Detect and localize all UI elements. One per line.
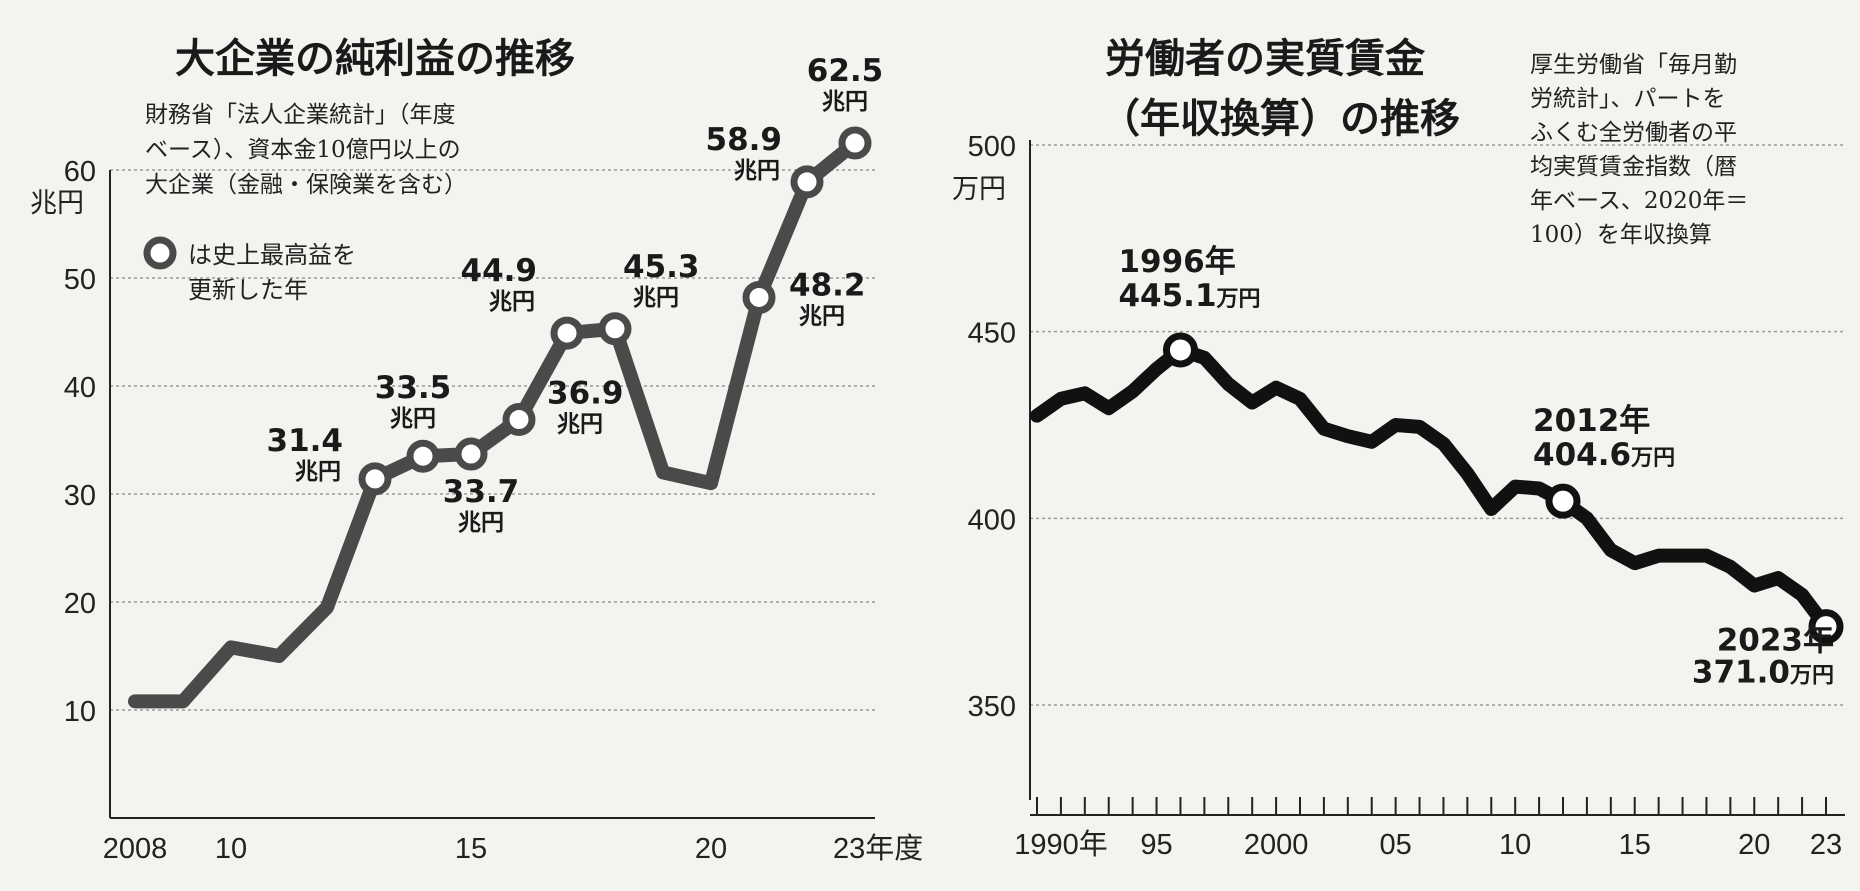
right-source-line-5: 年ベース、2020年＝ (1530, 188, 1748, 214)
left-y-tick-label: 60 (64, 156, 96, 188)
left-data-label-value: 33.5 (375, 370, 452, 406)
left-y-ticks: 10 20 30 40 50 60 (64, 156, 96, 728)
right-x-tick-label: 10 (1499, 829, 1531, 861)
left-y-tick-label: 40 (64, 372, 96, 404)
right-source-line-1: 厚生労働省「毎月勤 (1530, 52, 1737, 78)
left-y-unit-label: 兆円 (30, 188, 84, 218)
left-source-line-1: 財務省「法人企業統計」（年度 (145, 102, 456, 128)
left-x-tick-label: 15 (455, 833, 487, 865)
right-label-year: 1996年 (1118, 244, 1235, 280)
right-y-tick-label: 450 (968, 318, 1016, 350)
left-y-tick-label: 50 (64, 264, 96, 296)
right-label-value: 404.6万円 (1533, 437, 1675, 473)
left-y-tick-label: 20 (64, 588, 96, 620)
left-data-label-value: 48.2 (789, 267, 866, 303)
left-record-marker (550, 316, 584, 350)
right-source-line-6: 100）を年収換算 (1530, 222, 1712, 248)
left-record-marker (454, 437, 488, 471)
left-series-line (128, 136, 862, 709)
right-title-line-2: （年収換算）の推移 (1100, 96, 1460, 142)
left-source-line-2: ベース）、資本金10億円以上の (145, 137, 461, 163)
left-data-label-unit: 兆円 (489, 289, 535, 315)
right-x-ticks: 1990年 95 2000 05 10 15 20 23 (1014, 797, 1842, 861)
left-record-marker (790, 165, 824, 199)
left-chart: 大企業の純利益の推移 財務省「法人企業統計」（年度 ベース）、資本金10億円以上… (30, 36, 923, 865)
right-x-tick-label: 15 (1619, 829, 1651, 861)
right-y-ticks: 350 400 450 500 (968, 131, 1016, 723)
right-label-year: 2012年 (1533, 403, 1650, 439)
left-record-marker (742, 280, 776, 314)
left-data-label-unit: 兆円 (458, 510, 504, 536)
right-label-unit: 万円 (1216, 287, 1261, 312)
left-data-label-value: 31.4 (267, 423, 344, 459)
left-data-label-value: 33.7 (443, 474, 520, 510)
left-data-label-value: 45.3 (623, 249, 700, 285)
left-chart-title: 大企業の純利益の推移 (175, 36, 575, 82)
left-x-tick-label: 10 (215, 833, 247, 865)
right-x-tick-label: 20 (1738, 829, 1770, 861)
right-highlight-marker (1808, 609, 1844, 645)
left-data-label-unit: 兆円 (633, 285, 679, 311)
right-highlight-marker (1545, 483, 1581, 519)
right-label-unit: 万円 (1630, 446, 1675, 471)
right-x-tick-label: 05 (1380, 829, 1412, 861)
right-series-line (1030, 342, 1833, 634)
left-record-marker (598, 312, 632, 346)
right-highlight-marker (1162, 332, 1198, 368)
left-y-tick-label: 30 (64, 480, 96, 512)
left-data-label-unit: 兆円 (557, 411, 603, 437)
right-x-tick-label: 23 (1810, 829, 1842, 861)
left-data-label-unit: 兆円 (734, 158, 780, 184)
left-x-tick-label: 2008 (103, 833, 168, 865)
left-record-marker (358, 462, 392, 496)
right-source-line-3: ふくむ全労働者の平 (1530, 120, 1737, 146)
right-title-line-1: 労働者の実質賃金 (1105, 36, 1426, 82)
right-grid (1030, 144, 1845, 706)
left-legend-line-1: は史上最高益を (188, 241, 356, 269)
left-data-label-unit: 兆円 (799, 303, 845, 329)
right-y-tick-label: 500 (968, 131, 1016, 163)
left-data-label-unit: 兆円 (822, 89, 868, 115)
right-x-tick-label: 2000 (1244, 829, 1309, 861)
right-label-unit: 万円 (1789, 664, 1834, 689)
left-data-label-unit: 兆円 (295, 459, 341, 485)
right-x-tick-label: 1990年 (1014, 828, 1108, 861)
right-label-value: 445.1万円 (1118, 278, 1260, 314)
left-record-marker (502, 402, 536, 436)
left-data-label-value: 36.9 (547, 375, 624, 411)
right-source-line-4: 均実質賃金指数（暦 (1530, 154, 1737, 180)
left-x-ticks: 2008 10 15 20 23年度 (103, 832, 924, 865)
right-label-year: 2023年 (1717, 623, 1834, 659)
right-label-value: 371.0万円 (1692, 655, 1834, 691)
left-data-label-value: 44.9 (461, 253, 538, 289)
left-x-tick-label: 23年度 (833, 832, 923, 865)
left-legend-line-2: 更新した年 (188, 276, 308, 304)
right-x-tick-label: 95 (1140, 829, 1172, 861)
right-source-line-2: 労統計」、パートを (1530, 86, 1726, 112)
right-y-tick-label: 400 (968, 504, 1016, 536)
right-markers (1162, 332, 1844, 645)
left-record-marker (406, 439, 440, 473)
left-data-label-value: 58.9 (706, 122, 783, 158)
right-chart: 労働者の実質賃金 （年収換算）の推移 厚生労働省「毎月勤 労統計」、パートを ふ… (952, 36, 1845, 861)
left-record-marker (838, 126, 872, 160)
left-data-label-value: 62.5 (807, 53, 884, 89)
right-y-unit-label: 万円 (952, 174, 1006, 204)
left-x-tick-label: 20 (695, 833, 727, 865)
right-y-tick-label: 350 (968, 691, 1016, 723)
left-data-label-unit: 兆円 (390, 406, 436, 432)
left-grid (110, 169, 875, 711)
record-legend-marker (143, 236, 177, 270)
left-record-markers (358, 126, 872, 496)
left-source-line-3: 大企業（金融・保険業を含む） (145, 172, 467, 198)
left-y-tick-label: 10 (64, 696, 96, 728)
